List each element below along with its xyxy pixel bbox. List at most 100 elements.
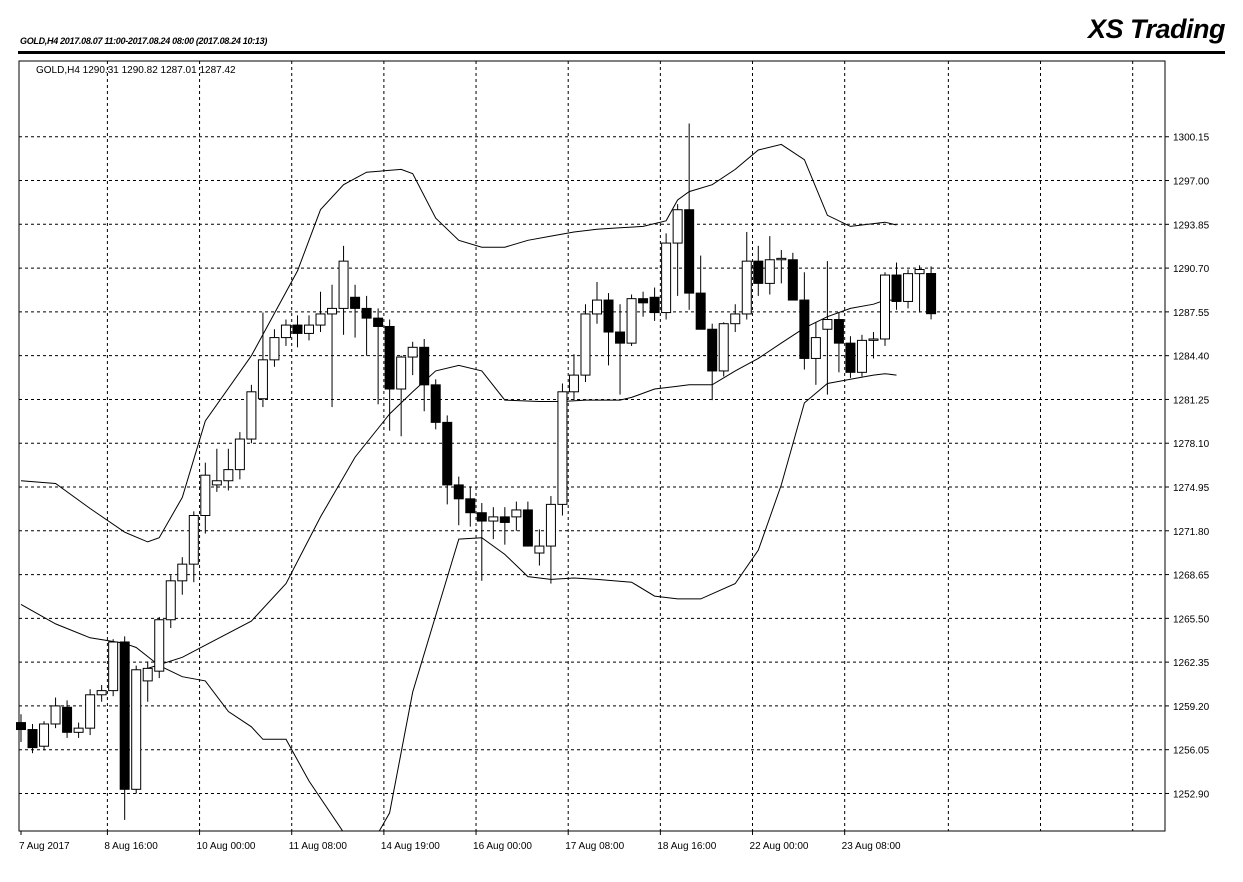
x-tick-label: 23 Aug 08:00 [842, 841, 901, 852]
candle-body-up [557, 391, 568, 505]
candle [568, 354, 579, 401]
candle-body-up [108, 641, 119, 692]
candle-body-up [626, 298, 637, 344]
y-tick-label: 1287.55 [1173, 308, 1210, 319]
y-tick-label: 1281.25 [1173, 395, 1210, 406]
candle-body-up [741, 260, 752, 315]
candle-body-down [453, 484, 464, 500]
candle-body-up [154, 619, 165, 672]
candle-body-down [845, 342, 856, 373]
candle [165, 575, 176, 629]
candle [280, 319, 291, 346]
candle-body-up [764, 259, 775, 284]
candle-body-up [880, 274, 890, 340]
symbol-ohlc-label: GOLD,H4 1290.31 1290.82 1287.01 1287.42 [36, 65, 236, 76]
candle [822, 261, 833, 395]
candle-body-up [234, 438, 245, 471]
plot-frame [18, 60, 1166, 832]
candle [638, 291, 649, 317]
y-tick-label: 1271.80 [1173, 527, 1210, 538]
candle-body-up [165, 580, 176, 621]
candle-body-up [661, 242, 672, 314]
candle [661, 233, 672, 320]
y-tick-label: 1265.50 [1173, 614, 1210, 625]
x-tick-label: 10 Aug 00:00 [197, 841, 256, 852]
candle-body-down [442, 421, 453, 486]
candle-body-down [522, 509, 533, 547]
candle-body-up [211, 480, 222, 486]
y-tick-label: 1293.85 [1173, 220, 1210, 231]
candle [534, 529, 545, 566]
candle-body-up [856, 339, 867, 373]
candle-body-down [62, 706, 73, 733]
candle-body-down [649, 296, 660, 314]
candle-body-down [799, 299, 810, 359]
candle-body-down [499, 516, 510, 523]
candle-body-up [718, 323, 729, 372]
candle [396, 355, 407, 437]
candle [50, 697, 61, 729]
candle [223, 448, 234, 491]
candle [327, 284, 338, 408]
candle-body-up [73, 727, 84, 733]
candle-body-up [200, 474, 211, 516]
candle-body-up [534, 545, 545, 554]
candle-body-up [327, 307, 338, 315]
candle [856, 334, 867, 377]
candle [465, 486, 476, 527]
y-tick-label: 1256.05 [1173, 746, 1210, 757]
grid-lines [19, 61, 1165, 831]
brand-logo: XS Trading [1087, 14, 1226, 44]
candle-body-up [304, 324, 314, 334]
candle [695, 255, 706, 330]
candle [903, 269, 914, 309]
candle [799, 272, 810, 370]
candle [741, 231, 752, 320]
candle [304, 315, 314, 341]
x-axis: 7 Aug 2017 8 Aug 16:00 10 Aug 00:00 11 Aug … [19, 831, 901, 852]
x-tick-label: 16 Aug 00:00 [473, 841, 532, 852]
candle-body-down [476, 512, 487, 522]
candle-body-up [545, 503, 556, 547]
candle [96, 685, 107, 702]
candle [373, 308, 384, 405]
candle-body-up [280, 324, 291, 339]
candle-body-up [246, 391, 257, 440]
candle-body-up [810, 337, 821, 359]
candle [246, 384, 257, 444]
candle-body-up [407, 346, 418, 358]
candle-body-up [672, 209, 683, 244]
candle [499, 507, 510, 545]
y-tick-label: 1278.10 [1173, 439, 1210, 450]
candle [511, 501, 522, 531]
candle-body-up [568, 374, 579, 393]
candle-body-down [384, 325, 395, 390]
candle [338, 245, 349, 335]
candle [557, 383, 568, 516]
candle [315, 291, 326, 333]
x-tick-label: 14 Aug 19:00 [381, 841, 440, 852]
candle [200, 462, 211, 534]
candle [154, 616, 165, 679]
candle-body-up [822, 319, 833, 330]
header-info: GOLD,H4 2017.08.07 11:00-2017.08.24 08:0… [20, 36, 268, 46]
candle [476, 502, 487, 581]
y-axis: 1300.15 1297.00 1293.85 1290.70 1287.55 1284.… [1165, 133, 1210, 800]
candle [545, 496, 556, 584]
y-tick-label: 1252.90 [1173, 789, 1210, 800]
candle [718, 322, 729, 377]
candle-body-down [638, 298, 649, 304]
candle-body-up [177, 563, 188, 582]
candle [603, 293, 614, 366]
candle-body-up [580, 313, 591, 376]
candle-body-down [16, 722, 26, 731]
candle [39, 721, 50, 751]
candle [787, 252, 798, 301]
y-tick-label: 1262.35 [1173, 658, 1210, 669]
candle [672, 204, 683, 296]
x-tick-label: 7 Aug 2017 [19, 841, 70, 852]
candle-body-down [119, 641, 130, 790]
candle-body-up [868, 338, 879, 341]
candle [764, 236, 775, 295]
